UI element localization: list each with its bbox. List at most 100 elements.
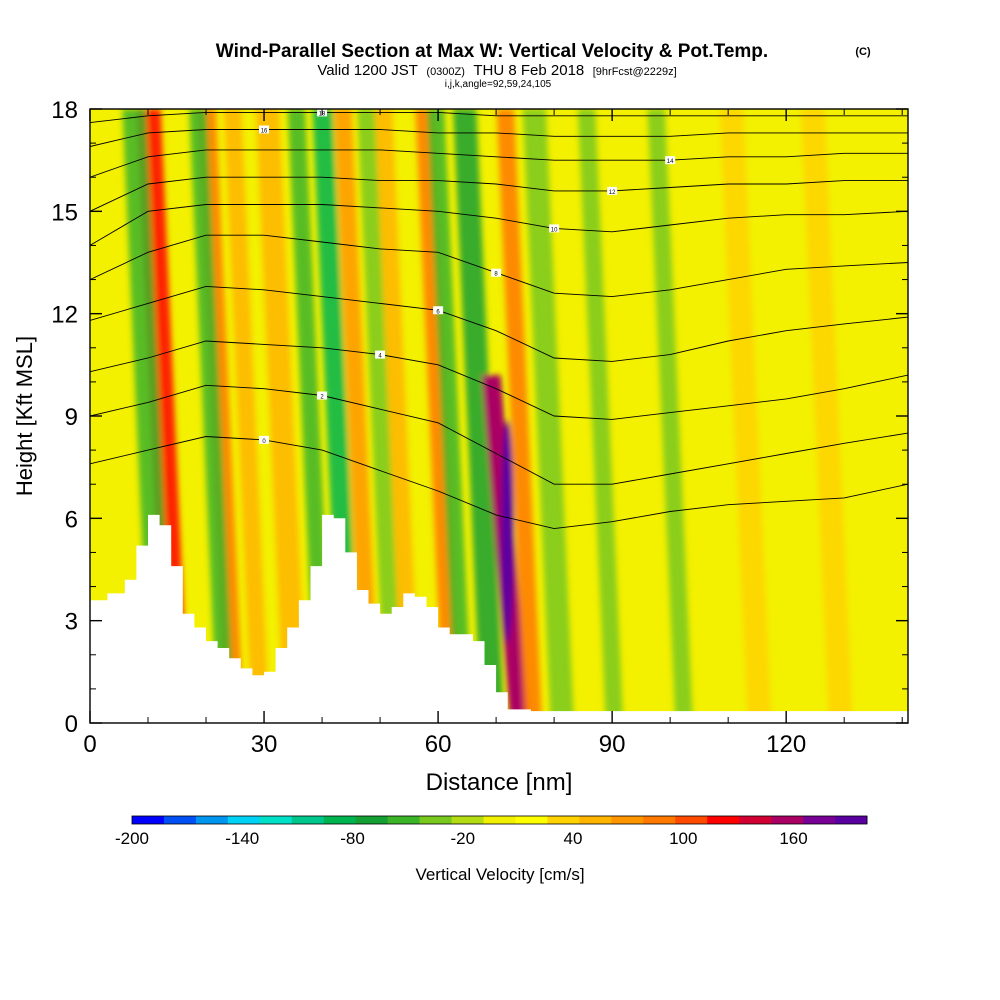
valid-line: Valid 1200 JST (0300Z) THU 8 Feb 2018 [9… [317,62,676,79]
colorbar-swatch [579,816,612,824]
velocity-band [522,109,574,723]
theta-contour [90,204,908,246]
colorbar-swatch [355,816,389,824]
velocity-band [255,109,308,723]
contour-label-bg [549,224,560,233]
colorbar-swatch [547,816,580,824]
x-tick-label: 60 [425,731,452,758]
colorbar-swatch [132,816,165,824]
x-tick-label: 120 [766,731,806,758]
y-tick-label: 3 [65,609,78,636]
terrain-mask [90,514,908,723]
colorbar-tick-label: 40 [564,829,583,848]
colorbar-swatch [323,816,357,824]
colorbar-swatch [515,816,548,824]
colorbar-tick-label: 100 [669,829,697,848]
valid-prefix: Valid 1200 JST [317,62,418,79]
colorbar-swatch [675,816,708,824]
colorbar-tick-label: -140 [225,829,259,848]
grid-indices: i,j,k,angle=92,59,24,105 [445,79,552,90]
contour-label-bg [317,391,328,400]
velocity-band [496,109,543,723]
colorbar-swatch [227,816,261,824]
colorbar-tick-label: 160 [779,829,807,848]
colorbar-swatch [771,816,804,824]
velocity-band [374,109,421,723]
velocity-band [801,109,853,723]
contour-label: 8 [494,272,498,278]
copyright-mark: (C) [855,46,871,58]
y-tick-label: 12 [51,302,78,329]
colorbar-swatch [195,816,229,824]
colorbar: -200 -140 -80 -20 40 100 160 [115,815,868,848]
x-axis-label: Distance [nm] [426,769,573,796]
velocity-band [189,109,235,723]
colorbar-label: Vertical Velocity [cm/s] [415,865,584,884]
contour-label-bg [607,186,618,195]
contour-label-bg [491,268,502,277]
colorbar-swatch [259,816,293,824]
y-tick-label: 9 [65,404,78,431]
colorbar-swatch [451,816,485,824]
theta-contour [90,129,908,147]
contour-label: 6 [436,309,440,315]
x-tick-label: 30 [251,731,278,758]
velocity-band [577,109,624,723]
contour-label: 2 [320,395,324,401]
colorbar-swatch [291,816,325,824]
velocity-band [647,109,693,723]
contour-label-bg [259,125,270,134]
valid-utc: (0300Z) [426,66,465,78]
chart-title: Wind-Parallel Section at Max W: Vertical… [216,41,768,62]
colorbar-swatch [643,816,676,824]
velocity-band [426,109,473,723]
plot-area: 024681012141618 [90,109,908,723]
colorbar-swatch [835,816,868,824]
velocity-band [719,109,772,723]
contour-label: 16 [261,128,268,134]
colorbar-swatch [387,816,421,824]
theta-contour [90,340,908,420]
theta-contour [90,285,908,362]
theta-contour [90,384,908,485]
colorbar-frame [131,815,868,825]
valid-fcst: [9hrFcst@2229z] [593,66,677,78]
colorbar-swatch [419,816,453,824]
theta-contour [90,149,908,178]
velocity-band [334,109,380,723]
contour-label: 0 [262,439,266,445]
velocity-band [357,109,403,723]
colorbar-tick-label: -200 [115,829,149,848]
theta-contours: 024681012141618 [90,109,908,530]
contour-label: 12 [609,190,616,196]
y-axis-label: Height [Kft MSL] [12,336,37,496]
colorbar-tick-label: -80 [340,829,365,848]
y-tick-label: 18 [51,97,78,124]
y-tick-label: 0 [65,711,78,738]
contour-label-bg [433,306,444,315]
valid-date: THU 8 Feb 2018 [473,62,584,79]
contour-label-bg [375,350,386,359]
colorbar-tick-label: -20 [450,829,475,848]
colorbar-swatch [611,816,644,824]
contour-label: 4 [378,354,382,360]
y-tick-label: 6 [65,506,78,533]
velocity-band [223,109,270,723]
velocity-field [122,109,853,723]
x-tick-label: 90 [599,731,626,758]
y-tick-label: 15 [51,199,78,226]
theta-contour [90,111,908,124]
x-tick-label: 0 [83,731,96,758]
colorbar-swatch [483,816,516,824]
contour-label: 14 [667,159,674,165]
theta-contour [90,436,908,530]
colorbar-swatch [739,816,772,824]
contour-label-bg [259,435,270,444]
velocity-core [501,420,514,643]
colorbar-swatch [707,816,740,824]
theta-contour [90,176,908,212]
contour-label: 10 [551,227,558,233]
colorbar-swatch [163,816,197,824]
